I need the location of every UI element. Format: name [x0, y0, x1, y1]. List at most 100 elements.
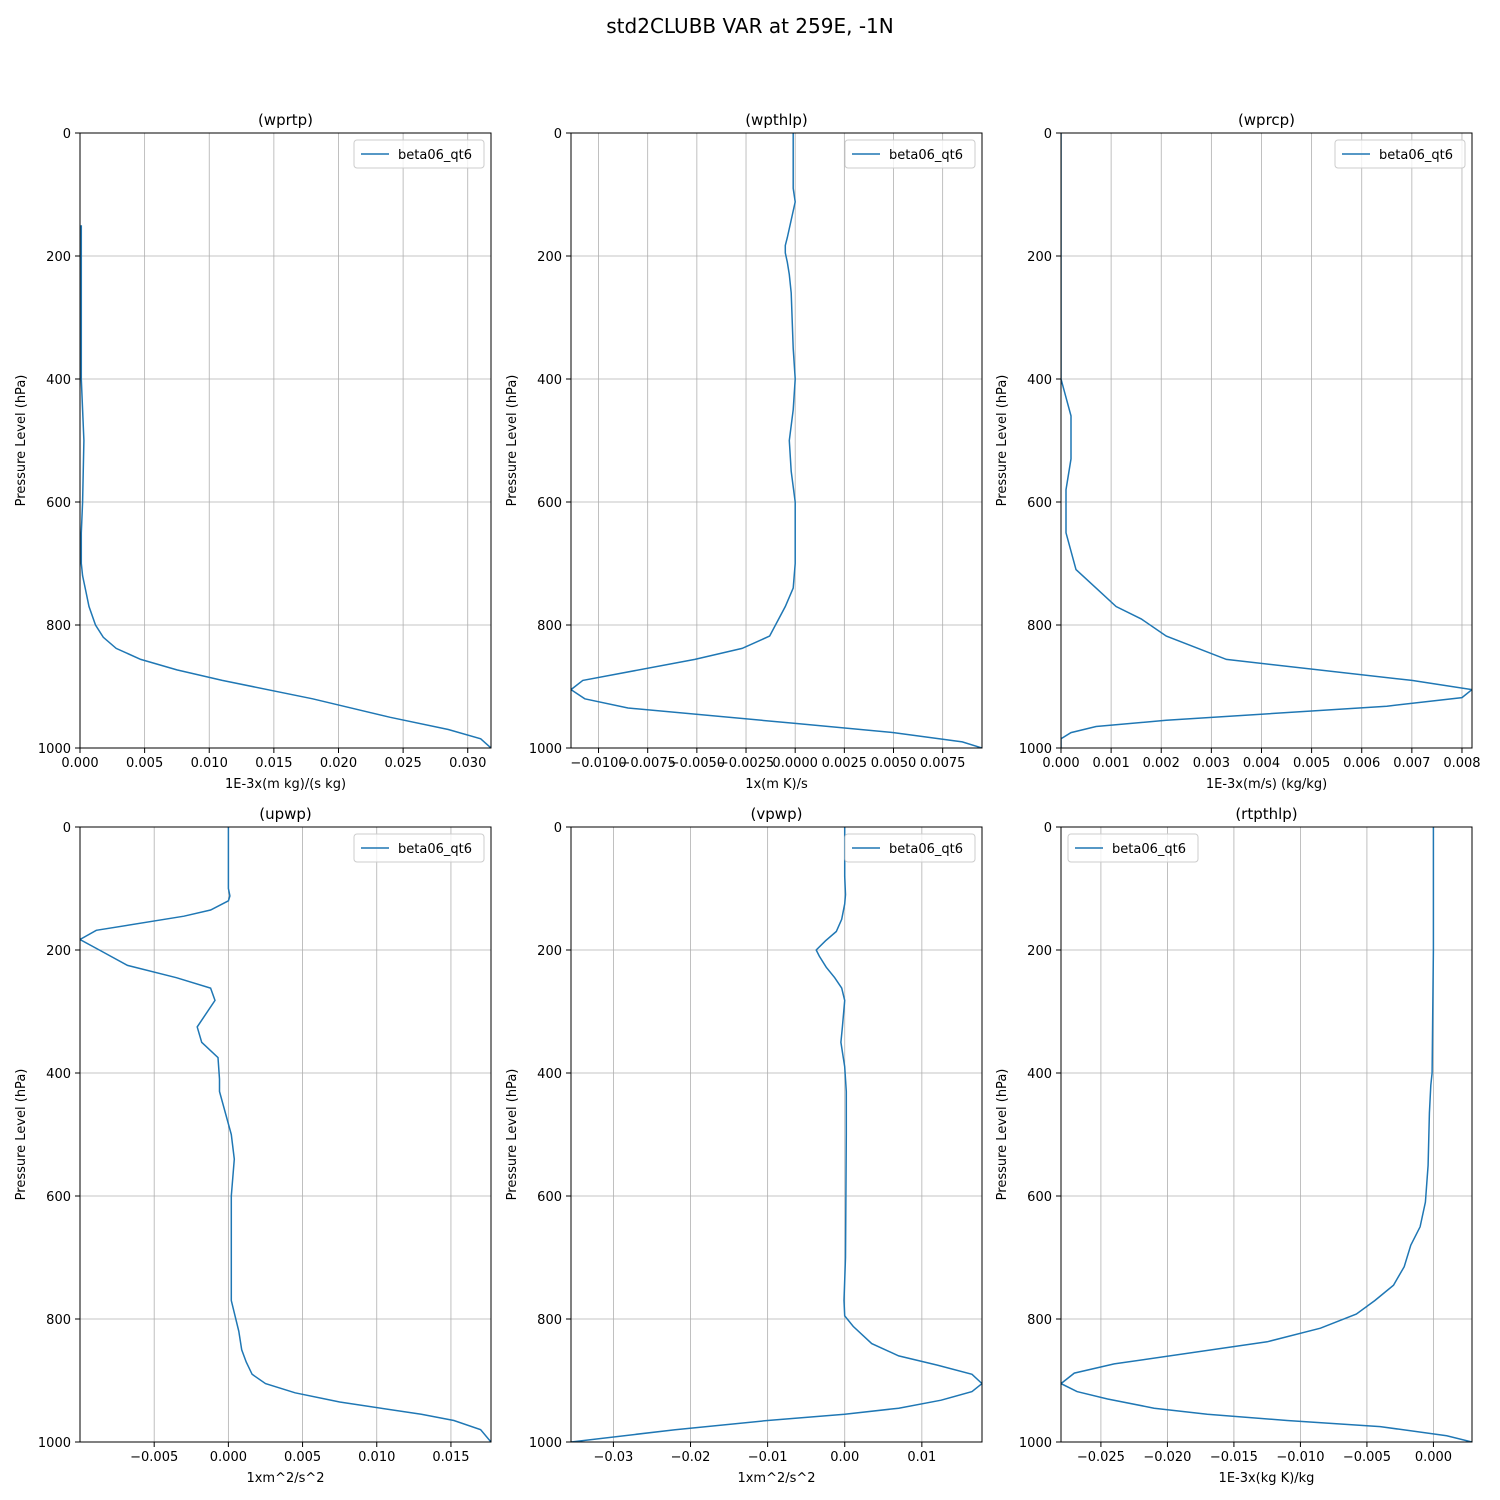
x-tick-label: −0.020: [1143, 1450, 1191, 1465]
x-tick-label: 0.0000: [772, 756, 818, 771]
y-tick-label: 1000: [1019, 1436, 1052, 1451]
legend-label: beta06_qt6: [889, 148, 963, 163]
series-line: [571, 133, 982, 748]
x-axis-label: 1E-3x(m/s) (kg/kg): [1206, 777, 1327, 792]
subplot-title: (rtpthlp): [1235, 805, 1297, 823]
y-tick-label: 200: [1027, 944, 1052, 959]
x-tick-label: 0.00: [830, 1450, 859, 1465]
x-tick-label: 0.01: [907, 1450, 936, 1465]
y-tick-label: 600: [537, 1190, 562, 1205]
x-tick-label: −0.010: [1276, 1450, 1324, 1465]
y-tick-label: 400: [1027, 373, 1052, 388]
x-tick-label: 0.004: [1243, 756, 1280, 771]
axes-frame: [570, 132, 983, 749]
series-line: [80, 225, 491, 748]
x-tick-label: −0.0075: [619, 756, 675, 771]
y-tick-label: 200: [46, 944, 71, 959]
legend: beta06_qt6: [353, 833, 485, 863]
x-tick-label: 0.030: [449, 756, 486, 771]
x-tick-label: 0.005: [1293, 756, 1330, 771]
y-tick-label: 1000: [38, 742, 71, 757]
y-tick-label: 200: [46, 250, 71, 265]
x-tick-label: 0.010: [358, 1450, 395, 1465]
legend: beta06_qt6: [1334, 139, 1466, 169]
subplot: −0.005 0.000 0.005 0.010 0.015 0 200 400 600 800 1…: [14, 805, 492, 1486]
legend-label: beta06_qt6: [398, 148, 472, 163]
legend-box: [844, 139, 976, 169]
x-tick-label: 0.003: [1193, 756, 1230, 771]
legend-box: [1334, 139, 1466, 169]
y-tick-label: 200: [537, 250, 562, 265]
y-tick-label: 0: [554, 821, 562, 836]
y-axis-label: Pressure Level (hPa): [14, 1069, 29, 1201]
x-axis-label: 1x(m K)/s: [745, 777, 808, 792]
legend: beta06_qt6: [844, 139, 976, 169]
figure-title: std2CLUBB VAR at 259E, -1N: [606, 14, 894, 38]
subplot-title: (wprtp): [258, 111, 313, 129]
y-tick-label: 800: [46, 1313, 71, 1328]
x-tick-label: 0.000: [1415, 1450, 1452, 1465]
legend-box: [353, 139, 485, 169]
x-tick-label: −0.005: [130, 1450, 178, 1465]
subplot: −0.025 −0.020 −0.015 −0.010 −0.005 0.000 0 200 4…: [995, 805, 1473, 1486]
legend: beta06_qt6: [844, 833, 976, 863]
y-tick-label: 200: [537, 944, 562, 959]
x-tick-label: 0.005: [284, 1450, 321, 1465]
x-tick-label: −0.025: [1077, 1450, 1125, 1465]
subplot: −0.03 −0.02 −0.01 0.00 0.01 0 200 400 600 800 1000…: [505, 805, 983, 1486]
x-tick-label: 0.020: [320, 756, 357, 771]
axes-frame: [1060, 132, 1473, 749]
legend-box: [844, 833, 976, 863]
y-tick-label: 800: [46, 619, 71, 634]
y-tick-label: 0: [554, 127, 562, 142]
y-axis-label: Pressure Level (hPa): [995, 1069, 1010, 1201]
x-tick-label: 0.010: [191, 756, 228, 771]
x-tick-label: −0.0025: [718, 756, 774, 771]
x-tick-label: −0.02: [671, 1450, 711, 1465]
y-tick-label: 400: [1027, 1067, 1052, 1082]
x-axis-label: 1xm^2/s^2: [246, 1471, 324, 1486]
y-tick-label: 400: [537, 1067, 562, 1082]
y-axis-label: Pressure Level (hPa): [14, 375, 29, 507]
y-tick-label: 0: [63, 127, 71, 142]
x-tick-label: 0.015: [432, 1450, 469, 1465]
x-tick-label: 0.005: [126, 756, 163, 771]
legend-label: beta06_qt6: [1112, 842, 1186, 857]
legend-box: [1067, 833, 1199, 863]
y-tick-label: 400: [537, 373, 562, 388]
axes-frame: [79, 132, 492, 749]
x-tick-label: −0.03: [593, 1450, 633, 1465]
series-line: [80, 827, 491, 1442]
y-tick-label: 1000: [529, 742, 562, 757]
subplot-title: (wprcp): [1238, 111, 1295, 129]
y-tick-label: 800: [1027, 1313, 1052, 1328]
legend: beta06_qt6: [1067, 833, 1199, 863]
subplot-title: (wpthlp): [745, 111, 808, 129]
x-tick-label: 0.001: [1093, 756, 1130, 771]
y-tick-label: 1000: [38, 1436, 71, 1451]
x-tick-label: 0.0075: [920, 756, 966, 771]
x-tick-label: 0.015: [255, 756, 292, 771]
x-tick-label: 0.000: [1042, 756, 1079, 771]
x-tick-label: 0.002: [1143, 756, 1180, 771]
y-tick-label: 0: [1044, 821, 1052, 836]
x-tick-label: 0.000: [210, 1450, 247, 1465]
x-tick-label: 0.008: [1443, 756, 1480, 771]
series-line: [1061, 133, 1472, 748]
y-tick-label: 600: [46, 496, 71, 511]
x-tick-label: −0.0100: [570, 756, 626, 771]
y-tick-label: 600: [1027, 1190, 1052, 1205]
y-tick-label: 200: [1027, 250, 1052, 265]
x-tick-label: 0.000: [61, 756, 98, 771]
x-tick-label: 0.025: [385, 756, 422, 771]
y-tick-label: 600: [537, 496, 562, 511]
x-axis-label: 1E-3x(kg K)/kg: [1219, 1471, 1315, 1486]
x-axis-label: 1E-3x(m kg)/(s kg): [225, 777, 346, 792]
legend: beta06_qt6: [353, 139, 485, 169]
legend-box: [353, 833, 485, 863]
y-tick-label: 600: [1027, 496, 1052, 511]
axes-frame: [1060, 826, 1473, 1443]
